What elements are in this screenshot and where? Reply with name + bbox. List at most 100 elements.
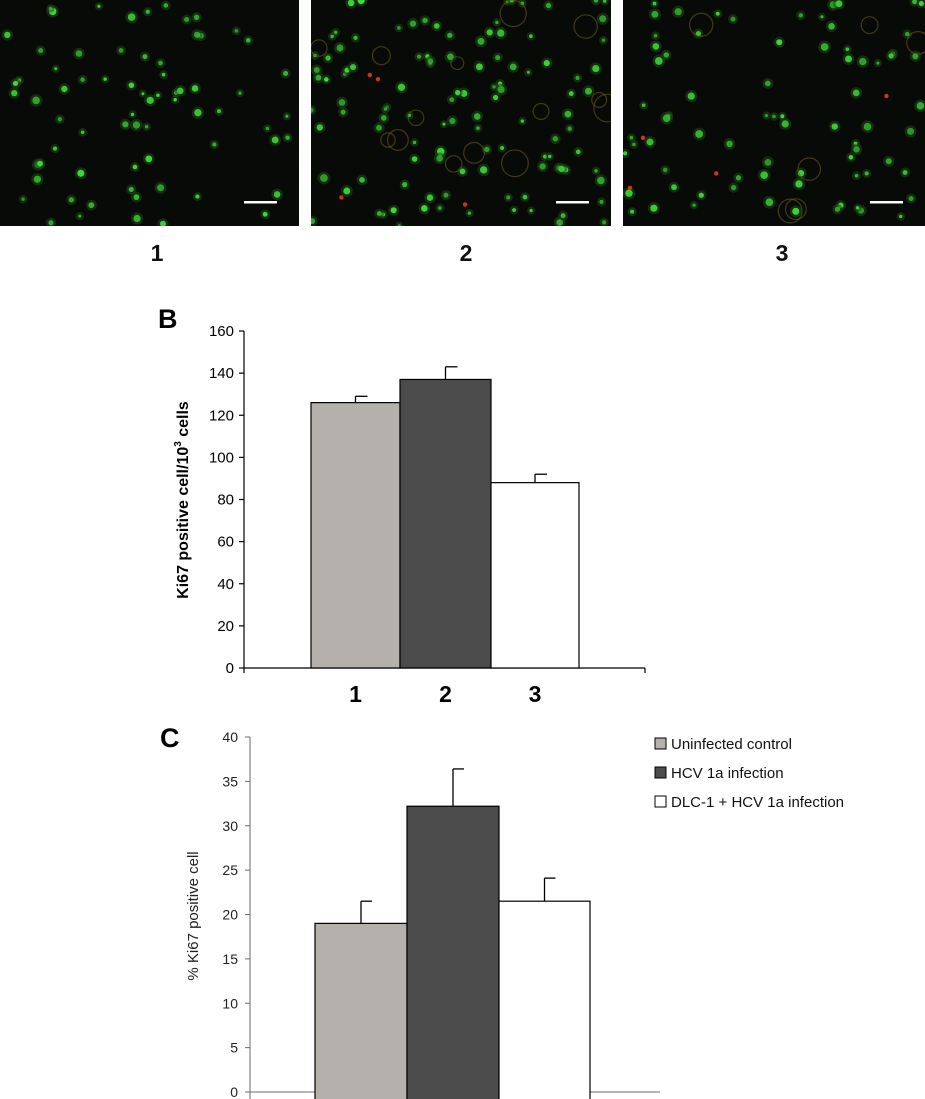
cell bbox=[437, 206, 442, 210]
cell bbox=[698, 192, 704, 198]
micrograph-3-label: 3 bbox=[775, 240, 789, 266]
cell bbox=[442, 122, 446, 126]
cell bbox=[455, 90, 461, 96]
cell bbox=[195, 194, 200, 199]
y-axis-label: % Ki67 positive cell bbox=[185, 851, 202, 980]
cell bbox=[855, 206, 860, 210]
y-tick-label: 30 bbox=[222, 818, 238, 834]
cell bbox=[776, 39, 783, 46]
cell bbox=[558, 165, 565, 173]
cell bbox=[33, 175, 42, 183]
cell bbox=[575, 149, 581, 155]
red-cell bbox=[640, 135, 646, 141]
cell bbox=[599, 199, 604, 204]
cell bbox=[262, 211, 268, 217]
cell bbox=[662, 167, 668, 173]
cell bbox=[338, 99, 346, 106]
cell bbox=[476, 126, 480, 130]
cell bbox=[421, 205, 428, 212]
bar-1 bbox=[310, 402, 401, 669]
bar-1 bbox=[314, 922, 408, 1099]
cell bbox=[417, 54, 422, 59]
cell bbox=[350, 64, 357, 71]
panel-c-letter: C bbox=[160, 723, 180, 753]
cell bbox=[904, 31, 910, 37]
cell bbox=[336, 44, 344, 52]
cell bbox=[80, 77, 85, 82]
cell bbox=[526, 70, 531, 74]
cell bbox=[311, 107, 314, 113]
cell bbox=[380, 115, 387, 121]
cell bbox=[781, 120, 789, 128]
cell bbox=[127, 13, 136, 21]
cell bbox=[899, 214, 903, 219]
cell bbox=[316, 124, 324, 131]
cell bbox=[285, 114, 289, 118]
cell bbox=[343, 187, 351, 195]
cell bbox=[916, 102, 925, 110]
cell bbox=[133, 194, 140, 201]
cell bbox=[512, 208, 517, 212]
cell bbox=[602, 0, 607, 3]
cell bbox=[376, 124, 382, 131]
cell bbox=[594, 169, 598, 173]
cell bbox=[57, 117, 63, 122]
y-axis-label-tail: cells bbox=[175, 401, 192, 441]
cell bbox=[845, 47, 850, 52]
cell bbox=[32, 96, 40, 105]
cell bbox=[88, 202, 95, 209]
cell bbox=[652, 43, 660, 50]
cell bbox=[529, 34, 533, 39]
micrograph-2 bbox=[311, 0, 611, 226]
cell bbox=[497, 86, 505, 94]
cell bbox=[313, 67, 320, 73]
y-tick-label: 5 bbox=[230, 1040, 238, 1056]
yellow-cell-outline bbox=[906, 31, 925, 55]
cell bbox=[695, 130, 704, 138]
red-cell bbox=[367, 72, 373, 78]
legend-swatch bbox=[654, 737, 667, 750]
cell bbox=[834, 206, 841, 212]
cell bbox=[497, 29, 505, 37]
cell bbox=[509, 63, 517, 71]
micrograph-1 bbox=[0, 0, 299, 226]
y-tick-label: 160 bbox=[209, 323, 234, 340]
cell bbox=[486, 29, 493, 36]
cell bbox=[443, 192, 449, 198]
scale-bar bbox=[870, 201, 903, 204]
cell bbox=[133, 214, 141, 223]
cell bbox=[80, 130, 85, 135]
cell bbox=[212, 142, 217, 147]
cell bbox=[495, 20, 499, 25]
cell bbox=[191, 85, 199, 92]
yellow-cell-outline bbox=[689, 12, 714, 37]
cell bbox=[764, 158, 772, 166]
cell bbox=[888, 53, 894, 59]
cell bbox=[764, 80, 771, 87]
cell bbox=[835, 0, 843, 8]
cell bbox=[623, 151, 628, 156]
cell bbox=[492, 94, 499, 101]
cell bbox=[730, 16, 736, 22]
x-tick-label: 3 bbox=[529, 681, 542, 707]
cell bbox=[436, 155, 443, 162]
cell bbox=[584, 87, 592, 95]
cell bbox=[651, 10, 659, 18]
cell bbox=[552, 136, 559, 142]
y-tick-label: 20 bbox=[217, 618, 234, 635]
cell bbox=[159, 220, 167, 226]
cell bbox=[271, 136, 279, 144]
y-tick-label: 0 bbox=[230, 1084, 238, 1099]
cell bbox=[54, 67, 58, 71]
cell bbox=[820, 43, 829, 51]
cell bbox=[311, 218, 316, 225]
cell bbox=[854, 173, 859, 178]
cell bbox=[597, 176, 605, 185]
cell bbox=[397, 83, 406, 91]
cell bbox=[484, 146, 490, 153]
cell bbox=[845, 55, 852, 63]
yellow-cell-outline bbox=[386, 129, 409, 151]
cell bbox=[4, 31, 11, 39]
cell bbox=[173, 97, 177, 102]
